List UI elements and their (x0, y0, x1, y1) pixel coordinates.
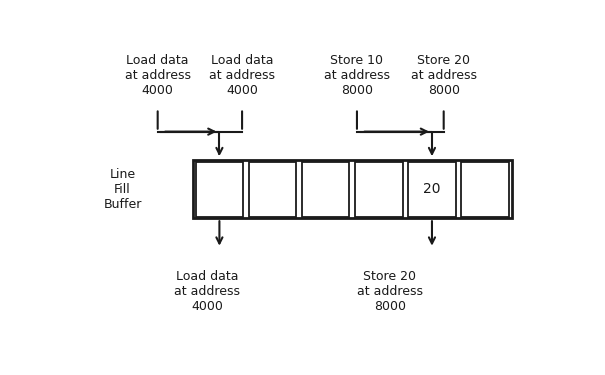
Text: Load data
at address
4000: Load data at address 4000 (125, 54, 191, 97)
Text: 20: 20 (424, 182, 440, 196)
Text: Store 20
at address
8000: Store 20 at address 8000 (357, 270, 423, 313)
Text: Store 20
at address
8000: Store 20 at address 8000 (411, 54, 477, 97)
Bar (195, 162, 243, 216)
Text: Line
Fill
Buffer: Line Fill Buffer (103, 168, 142, 211)
Bar (249, 162, 296, 216)
Bar (302, 162, 350, 216)
Bar (193, 160, 512, 218)
Text: Load data
at address
4000: Load data at address 4000 (209, 54, 275, 97)
Bar (462, 162, 509, 216)
Text: Load data
at address
4000: Load data at address 4000 (174, 270, 240, 313)
Bar (408, 162, 456, 216)
Bar (355, 162, 402, 216)
Text: Store 10
at address
8000: Store 10 at address 8000 (324, 54, 390, 97)
